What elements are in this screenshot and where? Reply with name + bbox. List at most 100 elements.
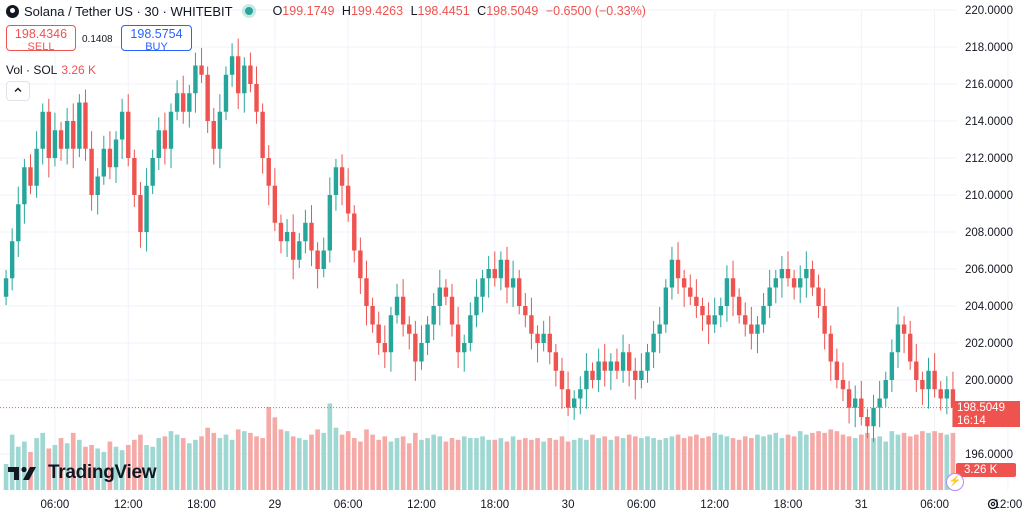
y-tick-label: 212.0000 [965,153,1013,165]
volume-bar [229,439,235,490]
buy-label: BUY [145,41,168,53]
candle-body [34,148,39,186]
candle-body [804,269,809,279]
market-open-icon [244,7,253,15]
candle-body [290,232,296,260]
volume-bar [70,432,76,490]
volume-bar [138,434,143,490]
spread-value: 0.1408 [82,34,113,45]
candle-body [712,315,717,325]
volume-bar [58,438,64,490]
candle-body [28,167,33,186]
volume-bar [449,438,455,490]
volume-bar [303,439,308,490]
last-volume-tag: 3.26 K [956,463,1016,477]
volume-bar [584,439,589,490]
low-value: 198.4451 [417,4,470,18]
candle-body [498,259,504,279]
candle-body [187,93,192,112]
candle-body [651,333,656,353]
x-tick-label: 12:00 [700,499,729,511]
candle-body [798,278,803,288]
volume-bar [504,441,510,490]
candle-body [3,278,9,297]
volume-bar [724,436,730,490]
volume-bar [358,441,363,490]
candle-body [877,398,882,408]
candle-body [926,370,931,390]
candle-body [333,167,339,195]
tradingview-logo[interactable]: TradingView [8,462,157,484]
sell-price: 198.4346 [14,27,68,41]
candle-body [578,389,583,399]
volume-bar [351,438,357,490]
volume-bar [22,441,27,490]
candle-body [58,130,64,149]
candle-body [541,333,546,343]
candle-body [156,130,161,158]
candle-body [144,185,149,232]
volume-bar [761,436,766,490]
volume-bar [920,431,925,490]
volume-bar [437,436,443,490]
volume-bar [461,436,467,490]
volume-bar [406,443,412,490]
symbol-title[interactable]: Solana / Tether US · 30 · WHITEBIT [24,3,233,19]
candle-body [773,278,778,288]
candle-body [266,158,271,186]
candle-body [785,269,791,279]
volume-bar [345,431,351,490]
volume-legend-label: Vol · SOL [6,63,58,77]
candle-body [455,324,461,353]
candle-body [248,65,253,84]
candle-body [260,111,265,158]
volume-bar [840,434,846,490]
gear-icon[interactable] [986,497,1000,511]
candle-body [370,306,375,325]
volume-bar [327,403,333,490]
candle-body [407,324,412,334]
sell-button[interactable]: 198.4346 SELL [6,25,76,53]
buy-button[interactable]: 198.5754 BUY [121,25,192,53]
candle-body [816,287,821,306]
volume-bar [730,438,736,490]
candle-body [40,111,45,149]
candle-body [413,333,418,362]
volume-bar [498,438,504,490]
x-tick-label: 06:00 [334,499,363,511]
volume-bar [755,434,760,490]
candle-body [462,343,467,353]
chevron-up-icon[interactable] [6,81,30,101]
volume-bar [620,438,626,490]
volume-bar [425,438,430,490]
bar-countdown: 16:14 [957,415,986,427]
volume-bar [804,434,809,490]
buy-price: 198.5754 [130,27,183,41]
change-value: −0.6500 (−0.33%) [545,4,646,18]
volume-bar [602,436,608,490]
candle-body [584,370,589,390]
candle-body [16,204,21,242]
candle-body [694,296,699,306]
volume-bar [180,438,186,490]
volume-bar [119,450,125,490]
candle-body [706,315,711,325]
volume-bar [626,434,632,490]
volume-bar [846,436,852,490]
volume-bar [767,434,772,490]
candle-body [22,167,27,205]
volume-bar [596,438,601,490]
candle-body [865,417,870,427]
candle-body [608,361,614,371]
lightning-icon[interactable]: ⚡ [946,473,964,491]
candle-body [205,74,210,121]
candle-body [352,213,357,251]
volume-bar [932,431,937,490]
volume-bar [541,441,546,490]
volume-bar [248,432,253,490]
candle-body [535,333,540,343]
candle-body [83,102,88,149]
open-label: O [272,4,283,18]
volume-bar [577,438,583,490]
